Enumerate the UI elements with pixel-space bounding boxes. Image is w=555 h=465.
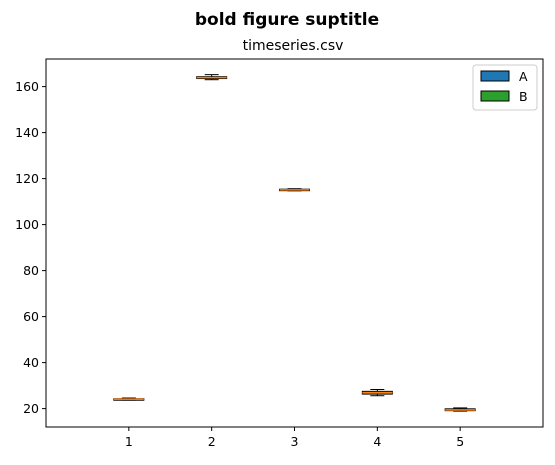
legend-swatch-A <box>480 70 510 82</box>
y-tick-label: 160 <box>15 79 39 94</box>
chart-title: timeseries.csv <box>243 38 344 54</box>
x-tick-label: 1 <box>125 434 133 449</box>
legend-swatch-B <box>480 90 510 102</box>
plot-area: 20 40 60 80 100 120 140 160 1 2 3 4 5 <box>15 58 544 449</box>
axes-frame <box>45 58 544 428</box>
y-tick-label: 80 <box>23 263 39 278</box>
x-tick-label: 3 <box>291 434 299 449</box>
box-2 <box>196 74 228 81</box>
y-tick-label: 120 <box>15 171 39 186</box>
box-1 <box>113 397 145 401</box>
box-3 <box>279 188 310 192</box>
legend-label-A: A <box>519 69 528 84</box>
y-tick-label: 60 <box>23 309 39 324</box>
x-tick-label: 2 <box>208 434 216 449</box>
figure-suptitle: bold figure suptitle <box>195 10 379 30</box>
y-tick-label: 100 <box>15 217 39 232</box>
y-tick-label: 40 <box>23 355 39 370</box>
legend: AB <box>472 64 538 111</box>
box-4 <box>361 389 393 397</box>
y-tick-label: 20 <box>23 401 39 416</box>
x-tick-label: 5 <box>456 434 464 449</box>
box-5 <box>444 407 476 412</box>
legend-label-B: B <box>519 89 528 104</box>
x-tick-label: 4 <box>373 434 381 449</box>
y-tick-label: 140 <box>15 125 39 140</box>
